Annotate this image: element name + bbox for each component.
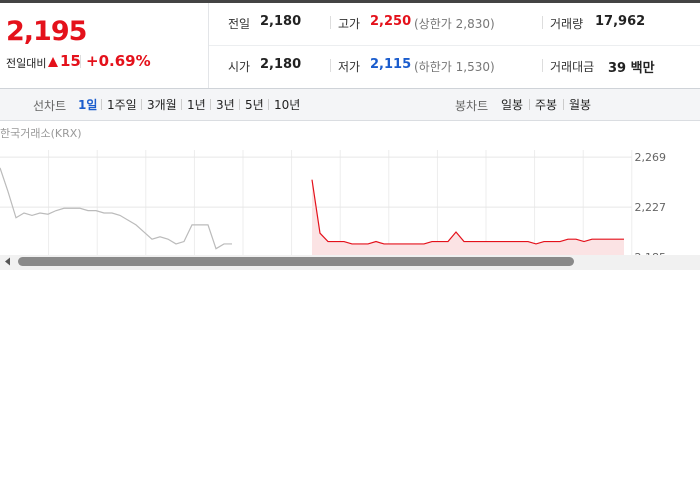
tab[interactable]: 일봉 [501, 98, 524, 112]
tab[interactable]: 5년 [245, 98, 264, 112]
divider [209, 45, 700, 46]
separator [563, 99, 564, 110]
up-arrow [48, 57, 58, 67]
separator [529, 99, 530, 110]
tab[interactable]: 1주일 [107, 98, 137, 112]
scroll-left[interactable] [5, 257, 10, 266]
stat-value: 2,180 [260, 14, 302, 29]
change-label: 전일대비 [6, 57, 47, 70]
stat-value: 17,962 [595, 14, 646, 29]
stat-label: 저가 [338, 60, 361, 74]
stat-value: 39 백만 [608, 61, 655, 76]
top-border [0, 0, 700, 3]
separator [141, 99, 142, 110]
separator [542, 59, 543, 72]
separator [239, 99, 240, 110]
stat-note: (상한가 2,830) [414, 17, 495, 31]
separator [330, 59, 331, 72]
line [311, 179, 624, 245]
stat-value: 2,115 [370, 57, 412, 72]
tab-group-label: 선차트 [33, 99, 67, 113]
y-tick-label: 2,269 [635, 151, 667, 164]
change-pct: +0.69% [86, 52, 151, 70]
stat-label: 고가 [338, 17, 361, 31]
divider [208, 3, 209, 88]
separator [268, 99, 269, 110]
separator [330, 16, 331, 29]
separator [542, 16, 543, 29]
area [312, 179, 624, 255]
change: 15 [60, 52, 81, 70]
source: 한국거래소(KRX) [0, 127, 82, 140]
stat-label: 전일 [228, 17, 251, 31]
tab[interactable]: 월봉 [569, 98, 592, 112]
tab[interactable]: 10년 [274, 98, 301, 112]
chart: 한국거래소(KRX) 2,269 2,227 2,185 [0, 127, 700, 270]
stat-label: 시가 [228, 60, 251, 74]
tab-group-label: 봉차트 [455, 99, 489, 113]
tab-bar [0, 89, 700, 121]
y-tick-label: 2,185 [635, 251, 667, 264]
line [0, 167, 232, 250]
tab[interactable]: 3년 [216, 98, 235, 112]
separator [80, 55, 81, 68]
stat-label: 거래량 [550, 17, 584, 31]
tab[interactable]: 주봉 [535, 98, 558, 112]
stat-value: 2,180 [260, 57, 302, 72]
separator [181, 99, 182, 110]
tab[interactable]: 3개월 [147, 98, 177, 112]
scroll-thumb[interactable] [18, 257, 574, 266]
separator [210, 99, 211, 110]
tab[interactable]: 1일 [78, 98, 98, 112]
price: 2,195 [6, 16, 87, 47]
stat-note: (하한가 1,530) [414, 60, 495, 74]
y-tick-label: 2,227 [635, 201, 667, 214]
stat-label: 거래대금 [550, 60, 595, 74]
divider [0, 88, 700, 89]
tab[interactable]: 1년 [187, 98, 206, 112]
separator [101, 99, 102, 110]
stat-value: 2,250 [370, 14, 412, 29]
